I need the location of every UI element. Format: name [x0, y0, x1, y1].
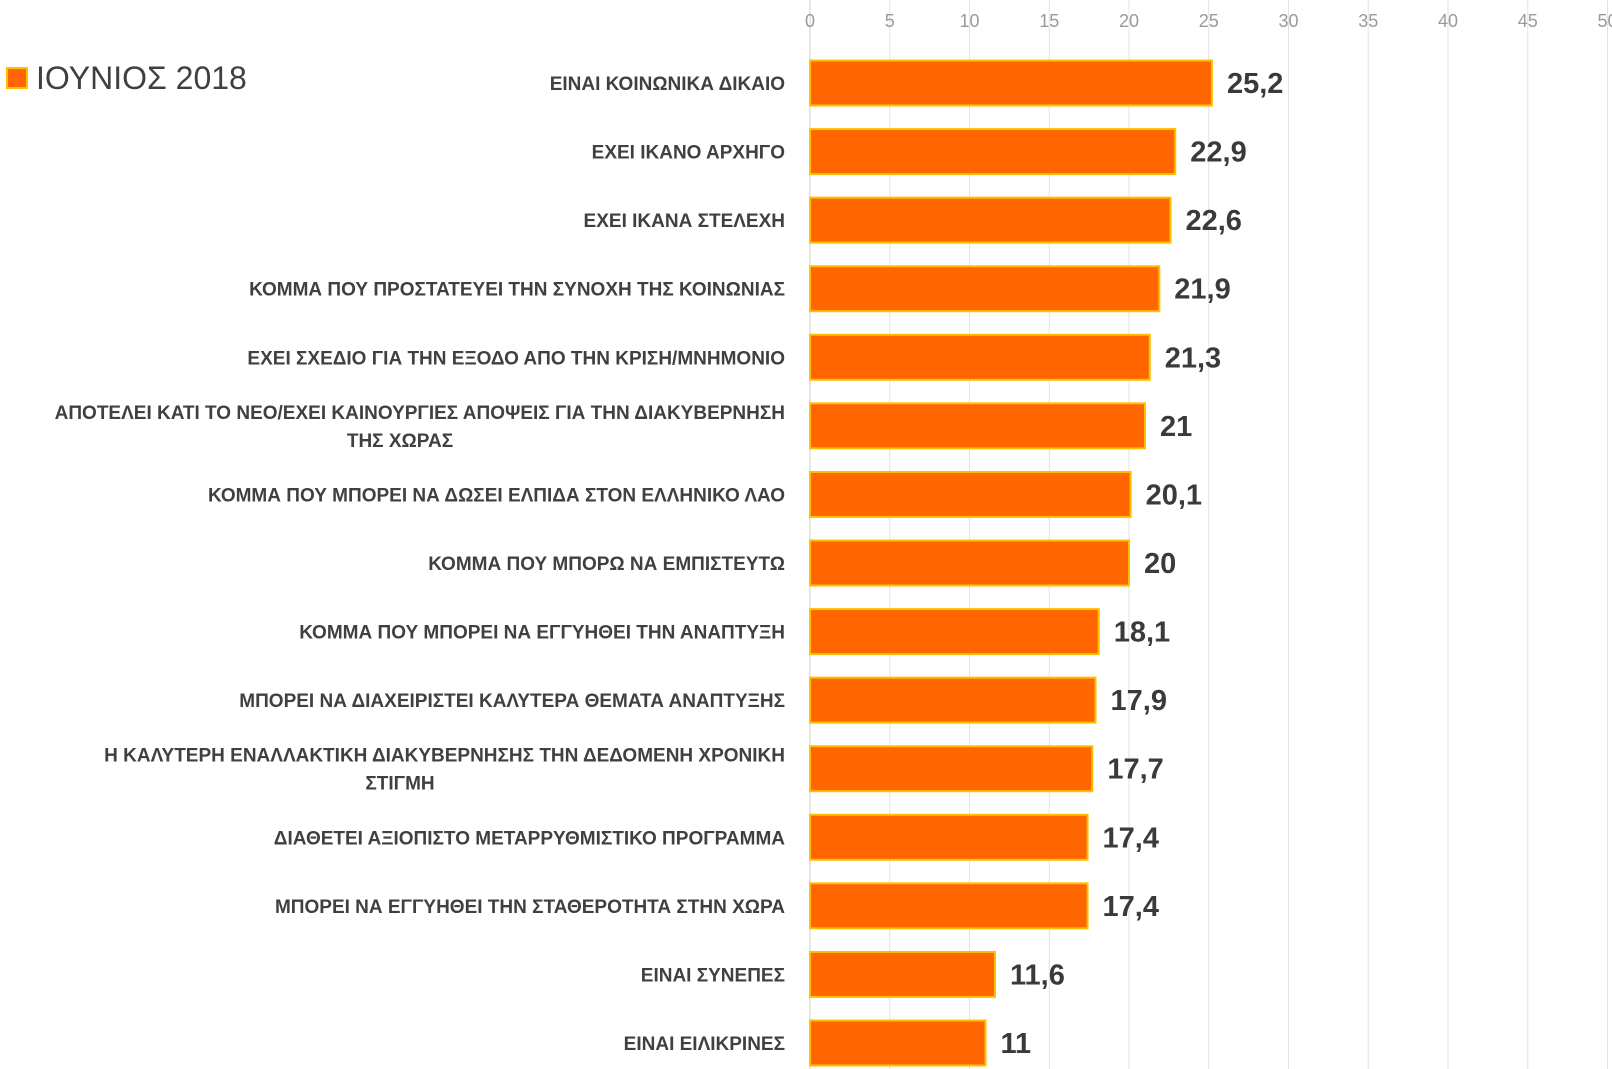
- bar: [809, 470, 1132, 518]
- category-label: ΤΗΣ ΧΩΡΑΣ: [347, 431, 453, 452]
- value-label: 17,4: [1103, 891, 1159, 923]
- value-label: 17,4: [1103, 822, 1159, 854]
- x-tick-label: 35: [1358, 11, 1378, 31]
- category-label: ΕΙΝΑΙ ΣΥΝΕΠΕΣ: [641, 965, 785, 986]
- bar: [809, 608, 1100, 656]
- category-label: ΣΤΙΓΜΗ: [365, 774, 434, 795]
- bar: [809, 128, 1177, 176]
- grid-lines: [809, 0, 1608, 1069]
- value-label: 22,6: [1185, 205, 1241, 237]
- category-label: ΚΟΜΜΑ ΠΟΥ ΜΠΟΡΕΙ ΝΑ ΔΩΣΕΙ ΕΛΠΙΔΑ ΣΤΟΝ ΕΛ…: [208, 485, 785, 506]
- category-label: ΜΠΟΡΕΙ ΝΑ ΔΙΑΧΕΙΡΙΣΤΕΙ ΚΑΛΥΤΕΡΑ ΘΕΜΑΤΑ Α…: [239, 691, 785, 712]
- bars: [809, 59, 1213, 1067]
- x-tick-label: 20: [1119, 11, 1139, 31]
- legend-swatch: [6, 67, 28, 89]
- value-label: 11,6: [1010, 959, 1065, 991]
- value-label: 21,3: [1165, 342, 1221, 374]
- category-label: ΚΟΜΜΑ ΠΟΥ ΜΠΟΡΕΙ ΝΑ ΕΓΓΥΗΘΕΙ ΤΗΝ ΑΝΑΠΤΥΞ…: [299, 623, 785, 644]
- category-label: ΕΙΝΑΙ ΚΟΙΝΩΝΙΚΑ ΔΙΚΑΙΟ: [550, 74, 785, 95]
- value-label: 21,9: [1174, 274, 1230, 306]
- x-tick-label: 0: [805, 11, 815, 31]
- value-label: 25,2: [1227, 68, 1283, 100]
- bar: [809, 745, 1094, 793]
- bar: [809, 813, 1089, 861]
- category-labels: ΕΙΝΑΙ ΚΟΙΝΩΝΙΚΑ ΔΙΚΑΙΟ ΕΧΕΙ ΙΚΑΝΟ ΑΡΧΗΓΟ Ε…: [55, 74, 786, 1055]
- legend: ΙΟΥΝΙΟΣ 2018: [6, 60, 247, 96]
- x-tick-label: 5: [885, 11, 895, 31]
- value-label: 17,9: [1111, 685, 1167, 717]
- category-label: ΕΧΕΙ ΙΚΑΝΑ ΣΤΕΛΕΧΗ: [584, 211, 785, 232]
- bar: [809, 676, 1097, 724]
- bar: [809, 950, 997, 998]
- value-label: 20: [1144, 548, 1176, 580]
- value-labels: 25,2 22,9 22,6 21,9 21,3 21 20,1 20 18,1 17,9 17,7…: [1000, 68, 1283, 1060]
- x-tick-label: 45: [1518, 11, 1538, 31]
- bar: [809, 196, 1172, 244]
- bar: [809, 882, 1089, 930]
- bar: [809, 265, 1161, 313]
- category-label: ΕΙΝΑΙ ΕΙΛΙΚΡΙΝΕΣ: [624, 1034, 785, 1055]
- value-label: 11: [1000, 1028, 1031, 1060]
- category-label: ΚΟΜΜΑ ΠΟΥ ΜΠΟΡΩ ΝΑ ΕΜΠΙΣΤΕΥΤΩ: [428, 554, 785, 575]
- bar: [809, 539, 1130, 587]
- x-tick-label: 50: [1597, 11, 1612, 31]
- value-label: 17,7: [1107, 754, 1163, 786]
- bar: [809, 402, 1146, 450]
- value-label: 20,1: [1146, 479, 1202, 511]
- x-tick-label: 25: [1199, 11, 1219, 31]
- category-label: ΜΠΟΡΕΙ ΝΑ ΕΓΓΥΗΘΕΙ ΤΗΝ ΣΤΑΘΕΡΟΤΗΤΑ ΣΤΗΝ …: [275, 897, 785, 918]
- bar: [809, 1019, 987, 1067]
- legend-label: ΙΟΥΝΙΟΣ 2018: [36, 60, 247, 96]
- x-tick-label: 40: [1438, 11, 1458, 31]
- category-label: ΕΧΕΙ ΣΧΕΔΙΟ ΓΙΑ ΤΗΝ ΕΞΟΔΟ ΑΠΟ ΤΗΝ ΚΡΙΣΗ/…: [247, 348, 785, 369]
- value-label: 18,1: [1114, 617, 1170, 649]
- bar: [809, 59, 1213, 107]
- x-axis-ticks: 0 5 10 15 20 25 30 35 40 45 50: [805, 11, 1612, 31]
- x-tick-label: 10: [959, 11, 979, 31]
- bar: [809, 333, 1151, 381]
- category-label: ΔΙΑΘΕΤΕΙ ΑΞΙΟΠΙΣΤΟ ΜΕΤΑΡΡΥΘΜΙΣΤΙΚΟ ΠΡΟΓΡ…: [274, 828, 785, 849]
- x-tick-label: 15: [1039, 11, 1059, 31]
- value-label: 21: [1160, 411, 1192, 443]
- x-tick-label: 30: [1278, 11, 1298, 31]
- category-label: ΕΧΕΙ ΙΚΑΝΟ ΑΡΧΗΓΟ: [592, 143, 785, 164]
- category-label: ΑΠΟΤΕΛΕΙ ΚΑΤΙ ΤΟ ΝΕΟ/ΕΧΕΙ ΚΑΙΝΟΥΡΓΙΕΣ ΑΠ…: [55, 403, 785, 424]
- category-label: Η ΚΑΛΥΤΕΡΗ ΕΝΑΛΛΑΚΤΙΚΗ ΔΙΑΚΥΒΕΡΝΗΣΗΣ ΤΗΝ…: [104, 746, 785, 767]
- category-label: ΚΟΜΜΑ ΠΟΥ ΠΡΟΣΤΑΤΕΥΕΙ ΤΗΝ ΣΥΝΟΧΗ ΤΗΣ ΚΟΙ…: [249, 280, 785, 301]
- value-label: 22,9: [1190, 137, 1246, 169]
